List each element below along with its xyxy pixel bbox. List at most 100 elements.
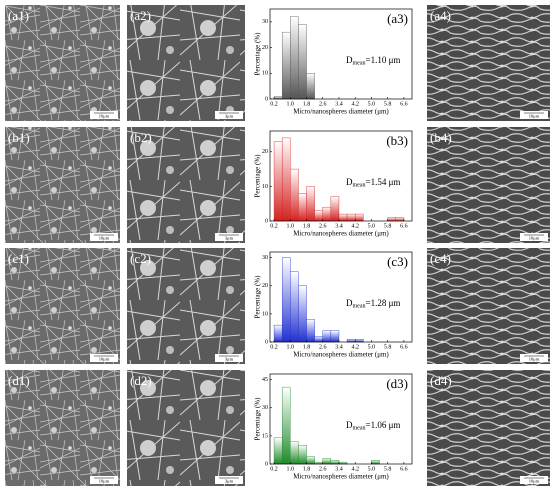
bar	[281, 31, 291, 100]
scale-label: 10μm	[529, 479, 540, 484]
scale-label: 10μm	[529, 236, 540, 241]
annotation-annotation: D	[346, 55, 353, 65]
y-tick-label: 0	[265, 96, 268, 102]
panel-label: (b1)	[8, 130, 30, 145]
x-tick-label: 1.0	[287, 101, 295, 107]
scale-label: 10μm	[529, 357, 540, 362]
x-tick-label: 4.2	[351, 101, 359, 107]
annotation-annotation-value: =1.10 μm	[366, 55, 401, 65]
scale-label: 3μm	[225, 479, 234, 484]
sem-image	[127, 127, 245, 243]
y-tick-label: 20	[262, 45, 268, 51]
bar	[355, 338, 364, 343]
scale-label: 10μm	[529, 114, 540, 119]
bar	[314, 210, 323, 222]
panel-label: (d3)	[386, 376, 408, 391]
scale-label: 10μm	[99, 479, 110, 484]
annotation-annotation-sub: mean	[353, 304, 366, 310]
x-tick-label: 3.4	[335, 223, 343, 229]
y-axis-label: Percentage (%)	[254, 275, 262, 319]
y-tick-label: 30	[262, 255, 268, 261]
bar	[306, 73, 315, 100]
x-tick-label: 0.2	[270, 223, 278, 229]
bar	[298, 24, 307, 100]
x-axis-label: Micro/nanospheres diameter (μm)	[293, 351, 389, 359]
sem-image	[427, 127, 550, 243]
plot-frame	[269, 251, 413, 343]
bar	[273, 96, 283, 100]
x-tick-label: 1.8	[303, 344, 311, 350]
panel-label: (a3)	[387, 11, 408, 26]
bar	[298, 445, 307, 465]
y-tick-label: 30	[262, 19, 268, 25]
bar	[306, 319, 315, 343]
y-tick-label: 20	[262, 149, 268, 155]
bar	[290, 16, 299, 100]
x-tick-label: 6.6	[400, 344, 408, 350]
plot-frame	[269, 130, 413, 222]
bar	[346, 338, 356, 343]
bar	[355, 213, 364, 222]
sem-image	[5, 127, 120, 243]
sem-image	[5, 248, 120, 364]
y-tick-label: 0	[265, 461, 268, 467]
panel-label: (d4)	[430, 373, 452, 388]
annotation: Dmean=1.54 μm	[346, 177, 400, 189]
x-tick-label: 2.6	[319, 101, 327, 107]
sem-image	[427, 370, 550, 486]
x-tick-label: 4.2	[351, 223, 359, 229]
bar	[298, 193, 307, 222]
bar	[330, 196, 340, 222]
bar	[330, 330, 340, 343]
x-tick-label: 6.6	[400, 223, 408, 229]
panel-label: (b2)	[130, 130, 152, 145]
panel-label: (d1)	[8, 373, 30, 388]
annotation-annotation-sub: mean	[353, 426, 366, 432]
bar	[395, 217, 405, 222]
sem-image	[127, 5, 245, 121]
scale-box	[90, 354, 118, 362]
sem-image	[427, 248, 550, 364]
annotation-annotation: D	[346, 177, 353, 187]
x-tick-label: 5.8	[384, 101, 392, 107]
scale-label: 10μm	[99, 236, 110, 241]
x-tick-label: 3.4	[335, 466, 343, 472]
bar	[346, 213, 356, 222]
x-tick-label: 0.2	[270, 101, 278, 107]
scale-label: 3μm	[225, 357, 234, 362]
x-tick-label: 4.2	[351, 344, 359, 350]
bar	[322, 206, 332, 222]
bar	[273, 141, 283, 222]
scale-label: 3μm	[225, 114, 234, 119]
x-tick-label: 2.6	[319, 344, 327, 350]
x-tick-label: 1.0	[287, 344, 295, 350]
annotation-annotation-value: =1.28 μm	[366, 298, 401, 308]
scale-label: 10μm	[99, 114, 110, 119]
y-tick-label: 20	[262, 283, 268, 289]
bar	[330, 460, 340, 465]
x-tick-label: 4.2	[351, 466, 359, 472]
scale-box	[90, 233, 118, 241]
x-tick-label: 3.4	[335, 101, 343, 107]
scale-box	[215, 354, 243, 362]
bar	[273, 437, 283, 465]
panel-label: (a1)	[8, 8, 29, 23]
x-tick-label: 0.2	[270, 344, 278, 350]
scale-box	[215, 111, 243, 119]
scale-box	[520, 233, 548, 241]
panel-label: (d2)	[130, 373, 152, 388]
sem-image	[5, 5, 120, 121]
bar	[322, 458, 332, 465]
annotation-annotation-value: =1.54 μm	[366, 177, 401, 187]
panel-label: (b4)	[430, 130, 452, 145]
x-tick-label: 1.8	[303, 223, 311, 229]
y-tick-label: 15	[262, 433, 268, 439]
sem-image	[127, 370, 245, 486]
y-tick-label: 10	[262, 184, 268, 190]
annotation: Dmean=1.10 μm	[346, 55, 400, 67]
y-tick-label: 10	[262, 71, 268, 77]
panel-label: (c2)	[130, 251, 151, 266]
scale-box	[215, 476, 243, 484]
bar	[281, 137, 291, 222]
